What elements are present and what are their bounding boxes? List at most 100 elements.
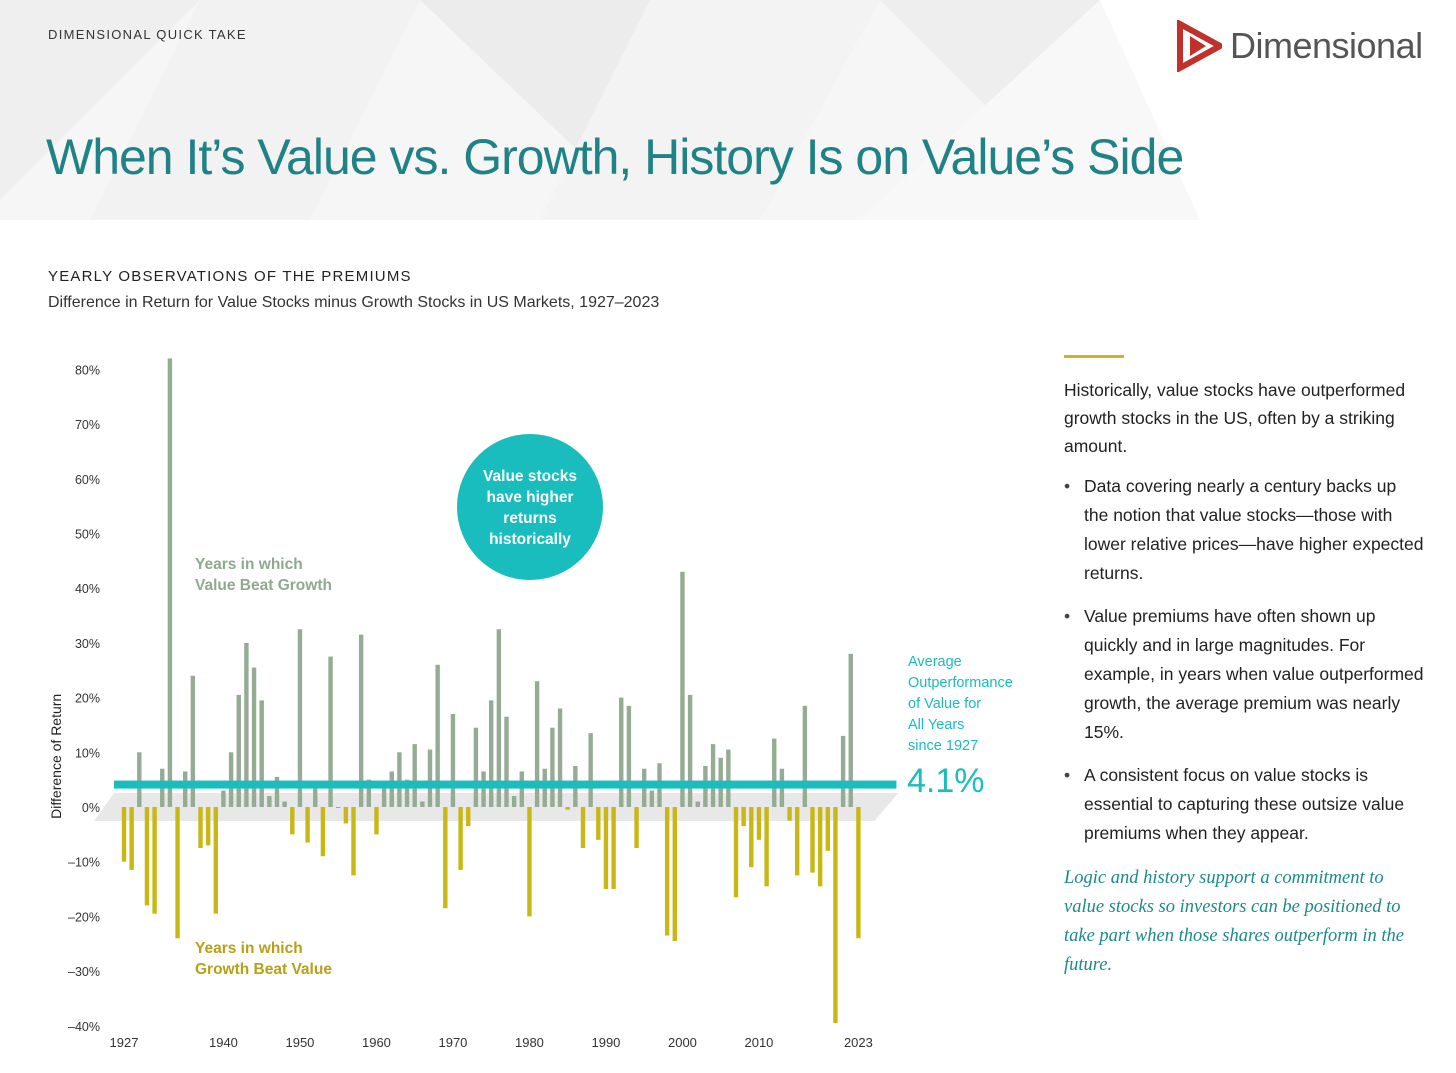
bar-year-1931 [152,807,157,914]
bar-year-1979 [519,771,524,807]
bar-year-1951 [305,807,310,843]
bar-year-1936 [190,675,196,807]
bar-year-1942 [236,694,241,807]
bar-year-1983 [550,727,555,807]
x-tick-label: 2023 [844,1035,873,1050]
bar-year-1952 [313,785,318,807]
bar-year-1970 [450,714,456,807]
bar-year-2001 [687,694,693,807]
bar-year-1943 [244,642,249,807]
bar-year-1938 [205,807,211,846]
bar-year-2012 [772,738,777,808]
bar-year-2004 [710,744,716,807]
y-axis-title: Difference of Return [48,694,64,819]
y-tick-label: 70% [75,418,100,432]
bar-year-1928 [129,807,134,870]
bar-year-1963 [397,752,402,807]
y-tick-label: 80% [75,363,100,377]
bar-year-1940 [221,790,226,807]
bar-year-1934 [175,807,180,939]
bar-year-1957 [351,807,356,876]
legend-growth-beat-value: Years in which [195,940,303,957]
bar-year-2000 [680,571,685,807]
page-title: When It’s Value vs. Growth, History Is o… [46,129,1184,185]
callout-circle [457,434,603,580]
bar-year-1989 [596,807,601,840]
bar-year-1956 [343,807,349,824]
x-tick-label: 1990 [591,1035,620,1050]
average-value: 4.1% [907,762,985,800]
bar-year-2015 [795,807,800,876]
dimensional-logo-icon [1177,20,1222,72]
y-tick-label: –30% [68,965,100,979]
x-tick-label: 1960 [362,1035,391,1050]
sidebar-quote: Logic and history support a commitment t… [1064,868,1404,975]
x-tick-label: 1927 [110,1035,139,1050]
premium-bar-chart: 80% 70% 60% 50% 40% 30% 20% 10% 0% –10% –20% –30% –4… [48,358,1013,1050]
average-label: All Years [908,717,964,733]
bar-year-1927 [121,807,127,862]
bar-year-1945 [259,700,264,807]
bar-year-1954 [328,656,333,807]
sidebar-intro: Historically, value stocks have outperfo… [1064,380,1406,456]
bar-year-2023 [856,807,861,939]
bar-year-1947 [274,776,280,807]
bar-year-2007 [733,807,739,898]
bar-year-1959 [366,779,371,807]
bar-year-1949 [290,807,295,835]
bar-year-2008 [741,807,746,827]
legend-growth-beat-value: Growth Beat Value [195,961,332,978]
x-tick-label: 1980 [515,1035,544,1050]
sidebar-rule [1064,355,1124,358]
bar-year-1929 [137,752,142,807]
bar-year-2014 [787,807,792,821]
bar-year-2021 [840,735,846,807]
average-label: of Value for [908,696,981,712]
chart-caption: Difference in Return for Value Stocks mi… [48,294,660,311]
y-tick-label: 50% [75,528,100,542]
bar-year-1969 [443,807,448,909]
bar-year-1985 [565,807,570,810]
bar-year-2022 [848,653,853,807]
dimensional-logo[interactable]: Dimensional [1176,20,1423,72]
bar-year-1955 [336,807,341,808]
zero-baseline-band [94,793,899,821]
bar-year-1996 [649,790,655,807]
bar-year-1984 [557,708,563,807]
y-tick-label: 10% [75,746,100,760]
bar-year-2010 [756,807,762,840]
sidebar-commentary: Historically, value stocks have outperfo… [1064,355,1424,980]
bar-year-2020 [833,807,838,1024]
eyebrow-label: DIMENSIONAL QUICK TAKE [48,27,247,42]
bar-year-1958 [358,634,364,807]
x-tick-label: 1970 [438,1035,467,1050]
average-label: Average [908,654,962,670]
bar-year-1961 [381,787,387,807]
bar-year-1999 [672,807,677,942]
bar-year-2017 [810,807,815,873]
bar-year-1962 [389,771,394,807]
sidebar-bullet: A consistent focus on value stocks is es… [1064,761,1424,848]
x-tick-label: 2010 [744,1035,773,1050]
bar-year-2019 [825,807,830,851]
bar-year-1935 [183,771,188,807]
bar-year-1976 [496,629,502,808]
sidebar-bullet: Value premiums have often shown up quick… [1064,602,1424,747]
callout-text: have higher [487,489,574,506]
y-tick-label: 0% [82,801,100,815]
bar-year-2018 [817,807,823,887]
y-tick-label: –20% [68,910,100,924]
bar-year-1978 [511,796,517,807]
bar-year-1987 [580,807,586,849]
bar-year-1993 [626,705,632,807]
legend-value-beat-growth: Years in which [195,556,303,573]
y-tick-label: 30% [75,637,100,651]
bar-year-1972 [466,807,471,827]
bar-year-1992 [619,697,624,807]
header-background [0,0,1456,220]
bar-year-1975 [489,700,494,807]
x-tick-label: 1940 [209,1035,238,1050]
callout-text: returns [503,510,556,527]
bar-year-1971 [458,807,463,870]
bar-year-1973 [473,727,479,807]
